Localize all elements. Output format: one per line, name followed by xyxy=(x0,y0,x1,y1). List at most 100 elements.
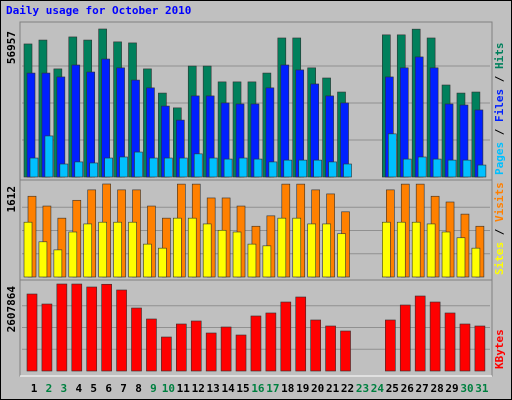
bar xyxy=(268,161,278,178)
bar xyxy=(250,315,262,372)
x-tick-label: 21 xyxy=(326,382,340,395)
bar xyxy=(277,217,287,278)
x-tick-label: 12 xyxy=(192,382,205,395)
bar xyxy=(325,325,336,372)
bar xyxy=(74,161,84,178)
legend-separator: / xyxy=(493,122,506,142)
bar xyxy=(456,237,466,278)
x-tick-label: 22 xyxy=(341,382,354,395)
bar xyxy=(223,158,233,178)
bar xyxy=(128,221,137,278)
x-tick-label: 19 xyxy=(296,382,309,395)
bar xyxy=(176,323,187,372)
bar xyxy=(44,135,54,178)
legend: Pages / Files / Hits xyxy=(493,43,506,176)
bar xyxy=(343,163,352,178)
x-tick-label: 9 xyxy=(150,382,157,395)
bar xyxy=(417,156,427,178)
x-tick-label: 17 xyxy=(266,382,279,395)
x-tick-label: 1 xyxy=(31,382,38,395)
bar xyxy=(89,162,99,178)
bar xyxy=(441,231,451,278)
bar xyxy=(143,243,152,278)
bar xyxy=(426,223,436,278)
x-tick-label: 15 xyxy=(236,382,249,395)
bar xyxy=(38,241,48,278)
legend-separator: / xyxy=(493,222,506,242)
bar xyxy=(29,157,39,178)
legend: Sites / Visits xyxy=(493,182,506,275)
bar xyxy=(56,283,68,372)
bar xyxy=(382,221,391,278)
x-tick-label: 3 xyxy=(61,382,68,395)
bar xyxy=(164,157,173,178)
bar xyxy=(187,217,197,278)
bar xyxy=(253,158,263,178)
bar xyxy=(313,159,322,178)
bar xyxy=(396,221,406,278)
bar xyxy=(322,223,331,278)
bar xyxy=(101,283,112,372)
bar xyxy=(238,157,248,178)
x-tick-label: 5 xyxy=(90,382,97,395)
bar xyxy=(161,336,172,372)
x-tick-label: 8 xyxy=(135,382,142,395)
bar xyxy=(474,325,486,372)
bar xyxy=(71,64,81,178)
x-tick-label: 28 xyxy=(430,382,443,395)
bar xyxy=(83,223,93,278)
bar xyxy=(247,243,257,278)
x-tick-label: 14 xyxy=(221,382,235,395)
bar xyxy=(41,303,53,372)
bar xyxy=(459,323,471,372)
bar xyxy=(295,296,307,372)
bar xyxy=(262,245,272,278)
bar xyxy=(149,157,158,178)
bar xyxy=(116,289,127,372)
bar xyxy=(205,332,217,372)
x-tick-label: 27 xyxy=(416,382,429,395)
bar xyxy=(71,283,83,372)
bar xyxy=(337,233,346,278)
bar xyxy=(444,312,456,372)
y-max-label: 2607864 xyxy=(5,286,18,333)
x-tick-label: 26 xyxy=(401,382,415,395)
bar xyxy=(104,157,113,178)
bar xyxy=(265,312,277,372)
bar xyxy=(411,221,421,278)
bar xyxy=(146,318,157,372)
bar xyxy=(131,307,142,372)
bar xyxy=(113,221,122,278)
bar xyxy=(119,156,128,178)
legend-entry: Hits xyxy=(493,43,506,70)
bar xyxy=(217,229,227,278)
x-tick-label: 29 xyxy=(445,382,458,395)
bar xyxy=(292,217,302,278)
bar xyxy=(23,221,33,278)
bar xyxy=(328,161,337,178)
bar xyxy=(179,157,188,178)
x-tick-label: 10 xyxy=(162,382,175,395)
bar xyxy=(56,76,66,178)
bar xyxy=(310,319,321,372)
bar xyxy=(59,163,69,178)
bar xyxy=(235,334,247,372)
bar xyxy=(68,231,78,278)
bar xyxy=(399,304,411,372)
bar xyxy=(26,293,38,372)
bar xyxy=(86,71,96,178)
bar xyxy=(190,320,202,372)
bar xyxy=(98,221,107,278)
x-tick-label: 30 xyxy=(460,382,473,395)
legend-entry: KBytes xyxy=(493,329,506,369)
bar xyxy=(86,286,98,372)
legend: KBytes xyxy=(493,329,506,369)
bar xyxy=(173,217,182,278)
bar xyxy=(232,231,242,278)
bar xyxy=(202,223,212,278)
bar xyxy=(402,158,412,178)
x-tick-label: 11 xyxy=(177,382,191,395)
legend-entry: Visits xyxy=(493,182,506,222)
bar xyxy=(340,330,351,372)
